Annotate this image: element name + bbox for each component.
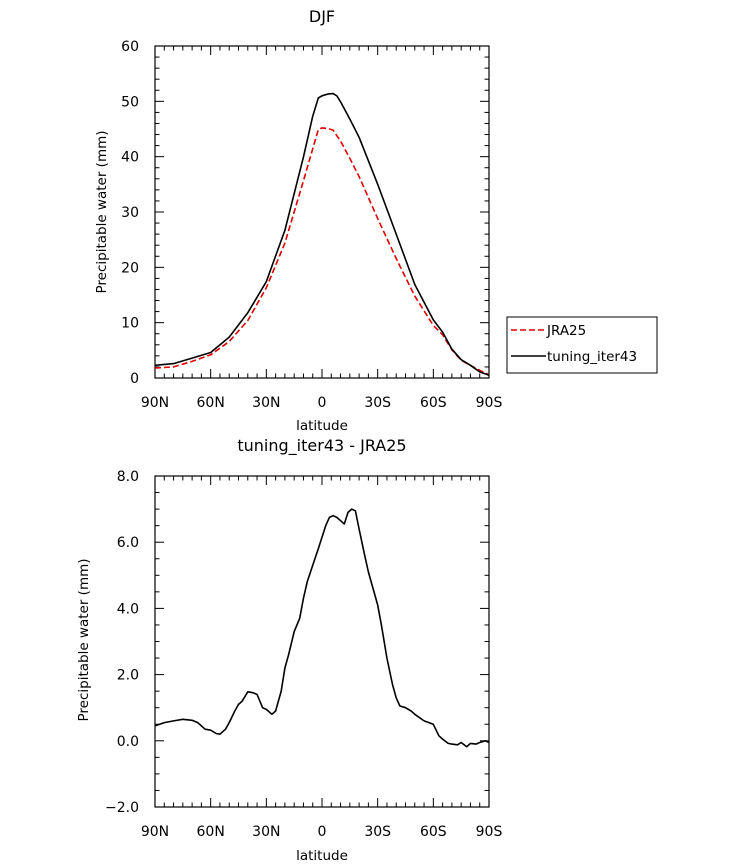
bottom-y-tick-label: −2.0 bbox=[105, 800, 139, 816]
top-y-tick-label: 0 bbox=[130, 371, 139, 387]
top-x-tick-label: 60S bbox=[420, 395, 447, 411]
top-series-line-jra25 bbox=[154, 127, 490, 376]
bottom-x-tick-label: 60S bbox=[420, 824, 447, 840]
legend: JRA25 tuning_iter43 bbox=[506, 316, 658, 374]
bottom-y-tick-labels: −2.0 0.0 2.0 4.0 6.0 8.0 bbox=[105, 469, 139, 816]
top-y-tick-label: 20 bbox=[121, 260, 139, 276]
legend-label-jra25: JRA25 bbox=[546, 323, 586, 339]
bottom-x-axis-label: latitude bbox=[296, 848, 348, 864]
bottom-x-tick-label: 0 bbox=[318, 824, 327, 840]
bottom-x-tick-label: 60N bbox=[197, 824, 225, 840]
bottom-chart-title: tuning_iter43 - JRA25 bbox=[237, 436, 406, 456]
bottom-y-axis-label: Precipitable water (mm) bbox=[76, 558, 92, 721]
bottom-y-tick-label: 4.0 bbox=[117, 601, 139, 617]
top-y-tick-label: 50 bbox=[121, 94, 139, 110]
bottom-x-tick-label: 90N bbox=[141, 824, 169, 840]
top-y-axis-label: Precipitable water (mm) bbox=[94, 130, 110, 293]
bottom-x-tick-label: 90S bbox=[476, 824, 503, 840]
bottom-y-tick-label: 0.0 bbox=[117, 734, 139, 750]
top-x-tick-label: 30N bbox=[252, 395, 280, 411]
top-y-tick-label: 10 bbox=[121, 316, 139, 332]
bottom-x-tick-labels: 90N 60N 30N 0 30S 60S 90S bbox=[141, 824, 503, 840]
bottom-y-tick-label: 2.0 bbox=[117, 668, 139, 684]
top-y-tick-label: 60 bbox=[121, 39, 139, 55]
top-x-tick-labels: 90N 60N 30N 0 30S 60S 90S bbox=[141, 395, 503, 411]
bottom-axes-ticks bbox=[154, 475, 490, 808]
top-x-tick-label: 90S bbox=[476, 395, 503, 411]
top-x-tick-label: 0 bbox=[318, 395, 327, 411]
top-series-lines bbox=[154, 92, 490, 376]
bottom-series-line-difference bbox=[154, 508, 490, 748]
top-y-tick-labels: 0 10 20 30 40 50 60 bbox=[121, 39, 139, 387]
top-x-axis-label: latitude bbox=[296, 418, 348, 434]
top-x-tick-label: 60N bbox=[197, 395, 225, 411]
bottom-series-lines bbox=[154, 508, 490, 748]
top-y-tick-label: 30 bbox=[121, 205, 139, 221]
bottom-plot-frame bbox=[154, 475, 490, 808]
top-chart-panel: DJF 0 10 20 30 40 50 60 90N 60N 30N 0 30S 60S 90S la… bbox=[94, 7, 502, 434]
bottom-y-tick-label: 6.0 bbox=[117, 535, 139, 551]
bottom-y-tick-label: 8.0 bbox=[117, 469, 139, 485]
top-y-tick-label: 40 bbox=[121, 150, 139, 166]
legend-box bbox=[506, 316, 658, 374]
bottom-x-tick-label: 30N bbox=[252, 824, 280, 840]
bottom-x-tick-label: 30S bbox=[364, 824, 391, 840]
top-series-line-tuning-iter43 bbox=[154, 92, 490, 376]
bottom-chart-panel: tuning_iter43 - JRA25 −2.0 0.0 2.0 4.0 6.0 8.… bbox=[76, 436, 502, 864]
top-axes-ticks bbox=[154, 45, 490, 379]
legend-label-tuning-iter43: tuning_iter43 bbox=[547, 349, 637, 365]
top-x-tick-label: 90N bbox=[141, 395, 169, 411]
top-x-tick-label: 30S bbox=[364, 395, 391, 411]
top-chart-title: DJF bbox=[309, 7, 335, 26]
